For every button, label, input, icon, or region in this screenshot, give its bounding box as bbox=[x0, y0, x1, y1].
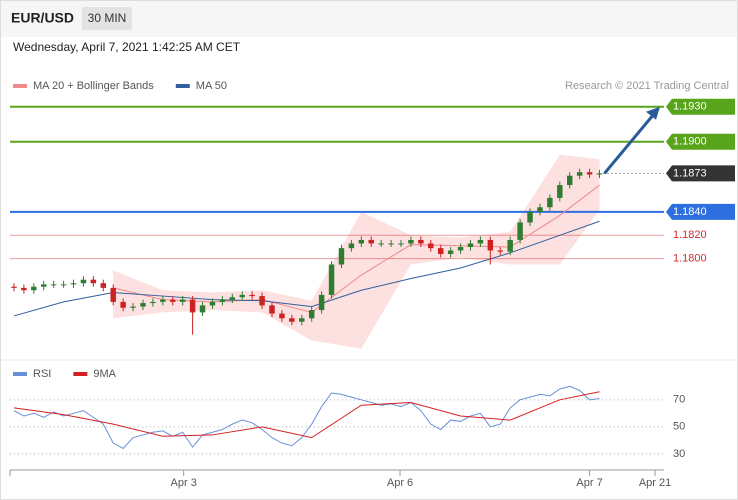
candle-body bbox=[477, 239, 484, 244]
level-label: 1.1800 bbox=[673, 253, 707, 265]
candle-body bbox=[269, 305, 275, 314]
candle-body bbox=[576, 172, 583, 176]
indicator-line bbox=[13, 391, 600, 439]
candle-body bbox=[358, 239, 365, 244]
level-label-box bbox=[666, 165, 735, 182]
x-tick-label: Apr 3 bbox=[171, 477, 197, 489]
candle-body bbox=[120, 301, 126, 308]
candle-body bbox=[80, 279, 87, 284]
candle-body bbox=[11, 286, 17, 288]
candle-body bbox=[259, 296, 265, 306]
level-label-box bbox=[666, 133, 735, 150]
forecast-arrow bbox=[603, 111, 657, 175]
candle-body bbox=[219, 299, 226, 302]
candle-body bbox=[31, 286, 37, 291]
x-tick-label: Apr 21 bbox=[639, 477, 671, 489]
credit: Research © 2021 Trading Central bbox=[565, 80, 729, 92]
legend-swatch bbox=[175, 84, 190, 88]
y-tick-label: 30 bbox=[673, 448, 685, 460]
legend-swatch bbox=[13, 372, 27, 376]
candle-body bbox=[179, 299, 186, 302]
candle-body bbox=[467, 243, 474, 247]
level-label: 1.1930 bbox=[673, 101, 707, 113]
candle-body bbox=[229, 297, 236, 300]
legend-swatch bbox=[73, 372, 88, 376]
forecast-arrowhead bbox=[646, 106, 660, 120]
candle-body bbox=[368, 239, 374, 244]
candle-body bbox=[338, 248, 345, 265]
moving-average bbox=[113, 184, 600, 313]
candle-body bbox=[437, 248, 444, 254]
y-tick-label: 50 bbox=[673, 421, 685, 433]
candle-body bbox=[50, 284, 57, 286]
candle-body bbox=[537, 207, 543, 212]
legend-label: RSI bbox=[33, 368, 51, 380]
candle-body bbox=[457, 246, 464, 251]
x-tick-label: Apr 6 bbox=[387, 477, 413, 489]
candle-body bbox=[199, 305, 206, 313]
candle-body bbox=[517, 222, 523, 240]
interval-box[interactable] bbox=[82, 7, 132, 30]
candle-body bbox=[497, 250, 503, 252]
level-label: 1.1900 bbox=[673, 136, 707, 148]
candle-body bbox=[547, 197, 553, 208]
candle-body bbox=[100, 283, 107, 288]
candle-body bbox=[328, 264, 335, 295]
candle-body bbox=[418, 239, 424, 244]
candle-body bbox=[160, 299, 166, 302]
level-label-box bbox=[666, 98, 735, 115]
symbol: EUR/USD bbox=[11, 10, 74, 26]
candle-body bbox=[596, 173, 603, 175]
candle-body bbox=[398, 243, 404, 245]
timestamp: Wednesday, April 7, 2021 1:42:25 AM CET bbox=[13, 40, 241, 54]
candle-body bbox=[110, 287, 116, 302]
candle-body bbox=[140, 303, 146, 307]
indicator-line bbox=[13, 385, 600, 450]
candle-body bbox=[507, 239, 513, 252]
level-label: 1.1873 bbox=[673, 167, 707, 179]
interval[interactable]: 30 MIN bbox=[88, 11, 127, 25]
level-label: 1.1840 bbox=[673, 206, 707, 218]
candle-body bbox=[239, 294, 245, 298]
candle-body bbox=[388, 243, 394, 245]
y-tick-label: 70 bbox=[673, 394, 685, 406]
legend-label: 9MA bbox=[93, 368, 116, 380]
level-label: 1.1820 bbox=[673, 229, 707, 241]
candle-body bbox=[527, 211, 533, 223]
candle-body bbox=[348, 243, 355, 249]
candle-body bbox=[557, 185, 563, 198]
candle-body bbox=[41, 284, 47, 287]
candle-body bbox=[408, 239, 414, 244]
candle-body bbox=[566, 175, 573, 186]
candle-body bbox=[447, 250, 454, 254]
legend-swatch bbox=[13, 84, 27, 88]
candle-body bbox=[289, 318, 295, 322]
legend-label: MA 20 + Bollinger Bands bbox=[33, 80, 154, 92]
candle-body bbox=[130, 306, 136, 308]
candle-body bbox=[90, 279, 97, 284]
candle-body bbox=[70, 283, 77, 285]
candle-body bbox=[378, 243, 384, 245]
level-label-box bbox=[666, 203, 735, 220]
legend-label: MA 50 bbox=[196, 80, 227, 92]
x-tick-label: Apr 7 bbox=[576, 477, 602, 489]
candle-body bbox=[279, 313, 285, 319]
candle-body bbox=[299, 318, 305, 322]
candle-body bbox=[586, 172, 593, 175]
candle-body bbox=[170, 299, 176, 302]
candle-body bbox=[209, 301, 216, 306]
candle-body bbox=[21, 287, 27, 291]
candle-body bbox=[60, 284, 67, 286]
candle-body bbox=[308, 310, 315, 319]
candle-body bbox=[150, 301, 156, 304]
candle-body bbox=[189, 299, 196, 313]
candle-body bbox=[487, 239, 494, 251]
candle-body bbox=[428, 243, 434, 249]
candle-body bbox=[318, 294, 325, 311]
candle-body bbox=[249, 294, 255, 297]
